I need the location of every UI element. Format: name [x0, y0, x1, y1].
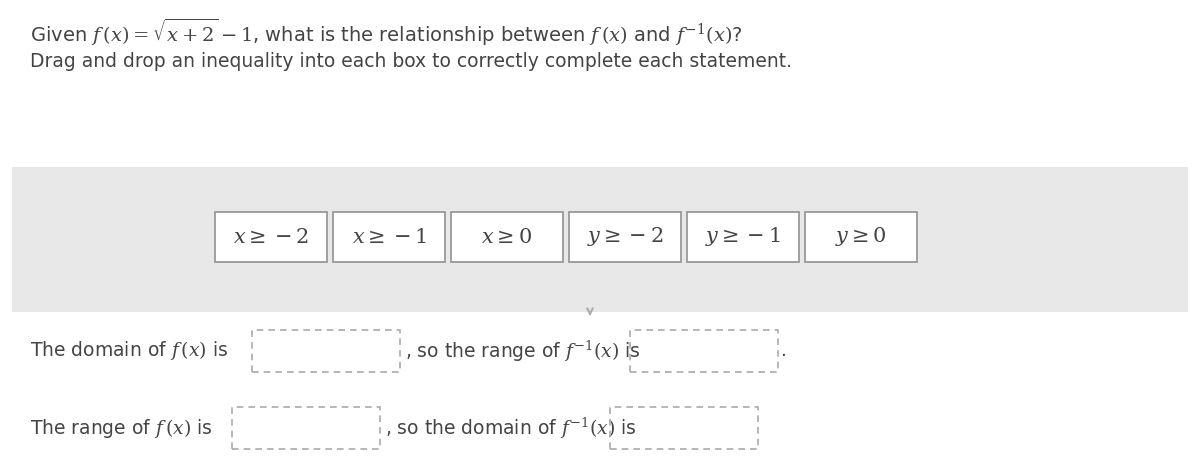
Text: Given $f\,(x) = \sqrt{x+2} - 1$, what is the relationship between $f\,(x)$ and $: Given $f\,(x) = \sqrt{x+2} - 1$, what is… — [30, 17, 743, 48]
FancyBboxPatch shape — [686, 212, 799, 262]
Bar — [610, 407, 758, 449]
Text: $y \geq 0$: $y \geq 0$ — [835, 226, 887, 248]
FancyBboxPatch shape — [451, 212, 563, 262]
Text: $y \geq -1$: $y \geq -1$ — [706, 226, 781, 248]
Text: , so the range of $f^{-1}(x)$ is: , so the range of $f^{-1}(x)$ is — [406, 339, 641, 364]
Text: The range of $f\,(x)$ is: The range of $f\,(x)$ is — [30, 417, 212, 439]
Text: Drag and drop an inequality into each box to correctly complete each statement.: Drag and drop an inequality into each bo… — [30, 52, 792, 71]
Text: The domain of $f\,(x)$ is: The domain of $f\,(x)$ is — [30, 340, 228, 362]
Text: $x \geq -1$: $x \geq -1$ — [352, 227, 426, 247]
Bar — [232, 407, 380, 449]
FancyBboxPatch shape — [569, 212, 682, 262]
Text: $y \geq -2$: $y \geq -2$ — [587, 226, 664, 248]
Text: , so the domain of $f^{-1}(x)$ is: , so the domain of $f^{-1}(x)$ is — [385, 416, 636, 440]
Bar — [630, 330, 778, 372]
Text: .: . — [781, 341, 787, 361]
FancyBboxPatch shape — [215, 212, 326, 262]
FancyBboxPatch shape — [805, 212, 917, 262]
Text: $x \geq -2$: $x \geq -2$ — [233, 227, 308, 247]
Text: $x \geq 0$: $x \geq 0$ — [481, 227, 533, 247]
FancyBboxPatch shape — [334, 212, 445, 262]
FancyBboxPatch shape — [12, 167, 1188, 312]
Bar — [252, 330, 400, 372]
